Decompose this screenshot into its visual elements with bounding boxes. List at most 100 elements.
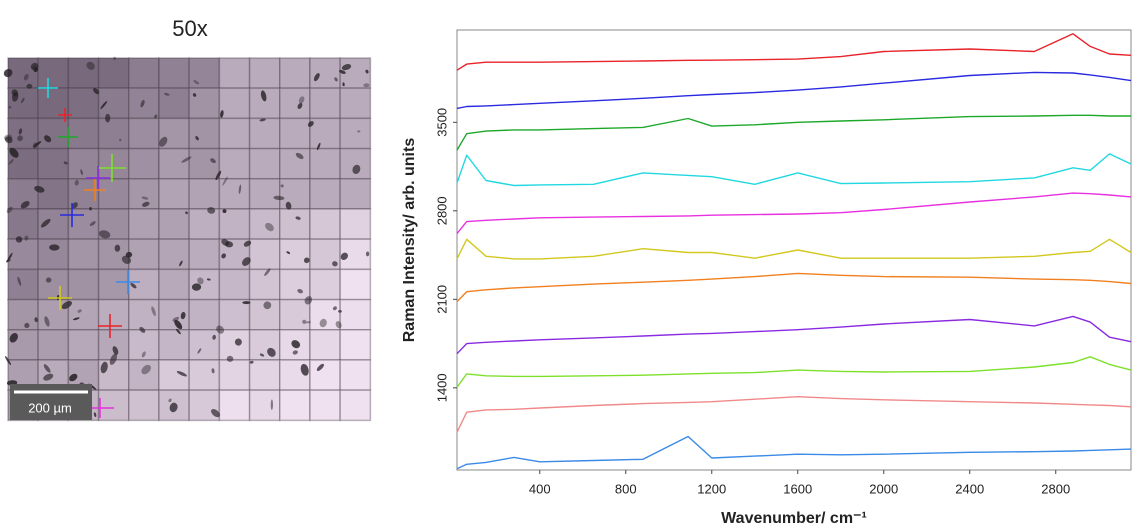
image-tile	[67, 147, 100, 180]
image-tile	[309, 178, 341, 210]
image-tile	[309, 87, 341, 120]
image-tile	[97, 147, 130, 180]
particle	[332, 261, 338, 267]
particle	[4, 136, 13, 144]
image-tile	[128, 389, 160, 422]
x-tick-label: 2400	[955, 481, 984, 496]
particle	[43, 364, 51, 373]
particle	[93, 87, 100, 95]
image-tile	[218, 178, 251, 210]
particle	[221, 238, 230, 246]
image-tile	[309, 359, 341, 391]
image-tile	[158, 178, 190, 210]
particle	[307, 121, 314, 127]
marker	[60, 203, 84, 227]
particle	[34, 317, 38, 323]
image-tile	[279, 178, 311, 210]
spectrum-line	[456, 272, 1132, 303]
particle	[216, 325, 225, 334]
image-tile	[128, 57, 160, 89]
particle	[357, 130, 361, 133]
particle	[211, 368, 215, 374]
particle	[89, 221, 96, 226]
image-tile	[128, 208, 160, 240]
image-tile	[37, 178, 70, 210]
particle	[332, 306, 337, 311]
particle	[226, 355, 234, 362]
particle	[342, 82, 345, 87]
particle	[11, 89, 19, 97]
image-tile	[158, 329, 190, 361]
particle	[176, 328, 181, 335]
marker	[88, 398, 114, 418]
spectrum-line	[456, 71, 1132, 110]
particle	[270, 399, 274, 411]
particle	[174, 319, 183, 330]
image-tile	[248, 238, 281, 271]
marker	[98, 154, 126, 182]
particle	[304, 296, 313, 305]
y-tick-label: 2100	[434, 285, 449, 314]
particle	[113, 56, 116, 61]
image-tile	[248, 208, 281, 240]
image-tile	[67, 238, 100, 271]
marker	[86, 166, 110, 190]
particle	[151, 306, 156, 317]
particle	[259, 353, 265, 357]
image-tile	[339, 389, 372, 422]
image-tile	[188, 298, 221, 331]
spectrum-line	[456, 435, 1132, 470]
particle	[338, 309, 342, 313]
x-tick-label: 1200	[697, 481, 726, 496]
particle	[140, 99, 145, 108]
particle	[9, 333, 18, 343]
particle	[297, 288, 303, 294]
particle	[130, 282, 137, 289]
particle	[121, 255, 132, 264]
particle	[292, 350, 298, 355]
particle	[142, 201, 150, 207]
scale-bar-label: 200 µm	[28, 400, 72, 415]
image-tile	[339, 359, 372, 391]
image-tile	[158, 57, 190, 89]
particle	[363, 83, 370, 88]
y-axis-label: Raman Intensity/ arb. units	[401, 138, 418, 343]
particle	[286, 251, 291, 255]
particle	[172, 316, 180, 322]
image-tile	[37, 117, 70, 150]
spectrum-line	[456, 356, 1132, 388]
particle	[154, 114, 158, 119]
measurement-markers	[38, 78, 140, 418]
particle	[17, 135, 23, 142]
particle	[100, 361, 108, 374]
image-tile	[7, 238, 39, 271]
particle	[24, 235, 29, 241]
particle	[295, 216, 301, 220]
image-tile	[218, 389, 251, 422]
image-tile	[97, 268, 130, 301]
x-tick-label: 2800	[1041, 481, 1070, 496]
y-tick-label: 3500	[434, 108, 449, 137]
spectrum-line	[456, 192, 1132, 235]
particle	[197, 277, 204, 285]
particle	[34, 67, 38, 73]
particle	[40, 218, 51, 228]
particle	[34, 185, 45, 193]
image-tile	[248, 147, 281, 180]
particle	[63, 161, 68, 165]
image-tile	[128, 238, 160, 271]
particle	[185, 211, 188, 215]
particle	[139, 326, 146, 333]
image-tile	[97, 238, 130, 271]
image-tile	[279, 298, 311, 331]
particle	[197, 348, 202, 354]
particle	[45, 277, 52, 283]
particle	[295, 152, 304, 160]
particle	[44, 316, 50, 327]
image-tile	[279, 87, 311, 120]
particle	[80, 169, 83, 176]
particle	[238, 184, 242, 194]
particle	[24, 322, 30, 329]
x-tick-label: 800	[615, 481, 637, 496]
